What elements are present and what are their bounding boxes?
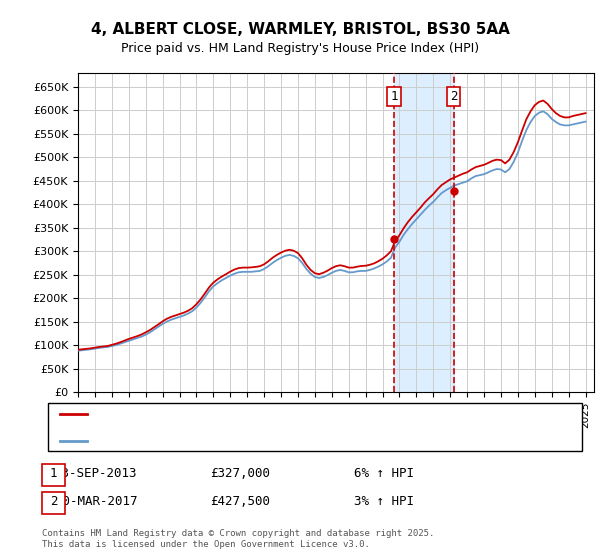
Text: 1: 1 (391, 90, 398, 103)
Text: 3% ↑ HPI: 3% ↑ HPI (354, 494, 414, 508)
Bar (394, 73, 454, 392)
Text: Contains HM Land Registry data © Crown copyright and database right 2025.
This d: Contains HM Land Registry data © Crown c… (42, 529, 434, 549)
Text: £327,000: £327,000 (210, 466, 270, 480)
Text: HPI: Average price, detached house, South Gloucestershire: HPI: Average price, detached house, Sout… (93, 436, 449, 446)
Text: £427,500: £427,500 (210, 494, 270, 508)
Text: 6% ↑ HPI: 6% ↑ HPI (354, 466, 414, 480)
Text: Price paid vs. HM Land Registry's House Price Index (HPI): Price paid vs. HM Land Registry's House … (121, 42, 479, 55)
Text: 1: 1 (50, 466, 57, 480)
Text: 2: 2 (50, 494, 57, 508)
Text: 4, ALBERT CLOSE, WARMLEY, BRISTOL, BS30 5AA (detached house): 4, ALBERT CLOSE, WARMLEY, BRISTOL, BS30 … (93, 409, 468, 419)
Text: 13-SEP-2013: 13-SEP-2013 (55, 466, 137, 480)
Text: 20-MAR-2017: 20-MAR-2017 (55, 494, 137, 508)
Text: 2: 2 (450, 90, 457, 103)
Text: 4, ALBERT CLOSE, WARMLEY, BRISTOL, BS30 5AA: 4, ALBERT CLOSE, WARMLEY, BRISTOL, BS30 … (91, 22, 509, 38)
